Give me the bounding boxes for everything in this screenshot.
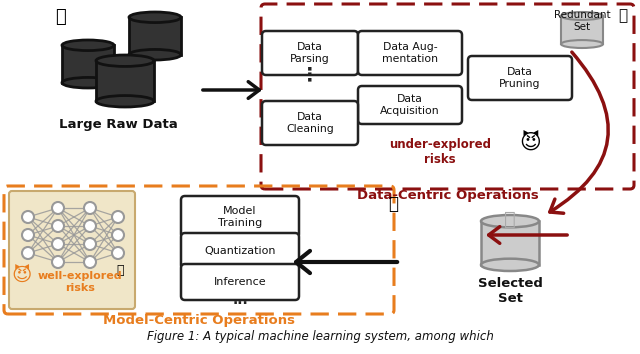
Circle shape	[52, 238, 64, 250]
Text: Inference: Inference	[214, 277, 266, 287]
FancyBboxPatch shape	[9, 191, 135, 309]
Text: Data
Cleaning: Data Cleaning	[286, 112, 334, 134]
Text: Large Raw Data: Large Raw Data	[59, 118, 177, 131]
Circle shape	[84, 220, 96, 232]
Polygon shape	[481, 221, 539, 265]
Ellipse shape	[481, 259, 539, 271]
Circle shape	[84, 202, 96, 214]
Text: Quantization: Quantization	[204, 246, 276, 256]
FancyArrowPatch shape	[489, 227, 567, 243]
Circle shape	[112, 211, 124, 223]
Polygon shape	[561, 16, 603, 44]
Text: Data
Pruning: Data Pruning	[499, 67, 541, 89]
Text: Data Aug-
mentation: Data Aug- mentation	[382, 42, 438, 64]
Text: 😈: 😈	[12, 267, 32, 286]
Text: Figure 1: A typical machine learning system, among which: Figure 1: A typical machine learning sys…	[147, 330, 493, 343]
Text: Data-Centric Operations: Data-Centric Operations	[356, 189, 538, 202]
Text: Model
Training: Model Training	[218, 206, 262, 228]
Circle shape	[112, 229, 124, 241]
FancyBboxPatch shape	[358, 31, 462, 75]
Circle shape	[84, 256, 96, 268]
FancyBboxPatch shape	[181, 233, 299, 269]
Circle shape	[52, 220, 64, 232]
Text: ⋮: ⋮	[300, 65, 320, 85]
Text: 😈: 😈	[519, 132, 541, 152]
Ellipse shape	[96, 96, 154, 107]
Ellipse shape	[62, 40, 114, 51]
Text: ...: ...	[232, 293, 248, 307]
Circle shape	[84, 238, 96, 250]
Text: Data
Parsing: Data Parsing	[290, 42, 330, 64]
FancyBboxPatch shape	[181, 264, 299, 300]
FancyBboxPatch shape	[358, 86, 462, 124]
Ellipse shape	[96, 55, 154, 67]
Ellipse shape	[481, 215, 539, 227]
FancyBboxPatch shape	[262, 101, 358, 145]
FancyBboxPatch shape	[262, 31, 358, 75]
Ellipse shape	[129, 50, 181, 60]
Ellipse shape	[129, 12, 181, 23]
Circle shape	[22, 229, 34, 241]
Ellipse shape	[561, 40, 603, 48]
Circle shape	[52, 256, 64, 268]
Text: 👍: 👍	[504, 210, 516, 229]
Text: 🔒: 🔒	[116, 263, 124, 276]
FancyBboxPatch shape	[468, 56, 572, 100]
Circle shape	[52, 202, 64, 214]
Text: Redundant
Set: Redundant Set	[554, 10, 611, 32]
Circle shape	[22, 211, 34, 223]
Text: Model-Centric Operations: Model-Centric Operations	[103, 314, 295, 327]
Polygon shape	[62, 45, 114, 83]
Text: under-explored
risks: under-explored risks	[389, 138, 491, 166]
Ellipse shape	[561, 12, 603, 20]
Text: Selected
Set: Selected Set	[477, 277, 543, 305]
Ellipse shape	[62, 78, 114, 88]
Polygon shape	[129, 17, 181, 55]
Circle shape	[22, 247, 34, 259]
Text: well-explored
risks: well-explored risks	[38, 272, 122, 293]
FancyArrowPatch shape	[296, 251, 397, 273]
Text: 👎: 👎	[54, 8, 65, 26]
FancyBboxPatch shape	[181, 196, 299, 238]
Circle shape	[112, 247, 124, 259]
Text: Data
Acquisition: Data Acquisition	[380, 94, 440, 116]
Text: 💡: 💡	[388, 195, 398, 213]
FancyArrowPatch shape	[550, 52, 608, 213]
Polygon shape	[96, 61, 154, 101]
FancyArrowPatch shape	[203, 82, 259, 98]
Text: 💡: 💡	[618, 8, 628, 23]
